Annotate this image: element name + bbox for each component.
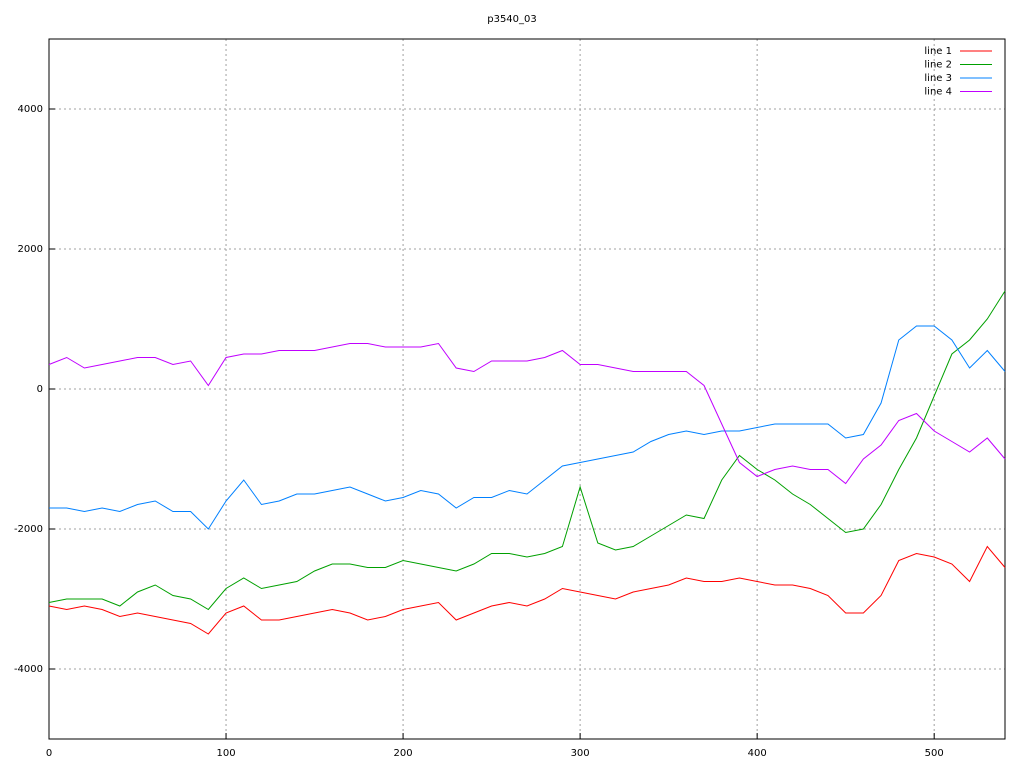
legend-label: line 1 — [924, 46, 952, 57]
legend-label: line 3 — [924, 73, 952, 84]
y-tick-label: -2000 — [14, 524, 43, 535]
x-tick-label: 500 — [925, 748, 944, 759]
x-tick-label: 400 — [748, 748, 767, 759]
x-tick-label: 300 — [571, 748, 590, 759]
data-line — [48, 290, 1006, 611]
x-tick-label: 200 — [394, 748, 413, 759]
x-tick-label: 100 — [216, 748, 235, 759]
chart-title: p3540_03 — [487, 14, 537, 25]
data-line — [49, 325, 1006, 530]
data-line — [48, 545, 1006, 635]
y-tick-label: 2000 — [18, 244, 43, 255]
plot-frame — [48, 38, 1006, 740]
legend-label: line 4 — [924, 87, 952, 98]
legend-label: line 2 — [924, 60, 952, 71]
data-line — [48, 342, 1006, 485]
x-tick-label: 0 — [46, 748, 52, 759]
y-tick-label: 0 — [37, 384, 43, 395]
y-tick-label: 4000 — [18, 104, 43, 115]
y-tick-label: -4000 — [14, 664, 43, 675]
